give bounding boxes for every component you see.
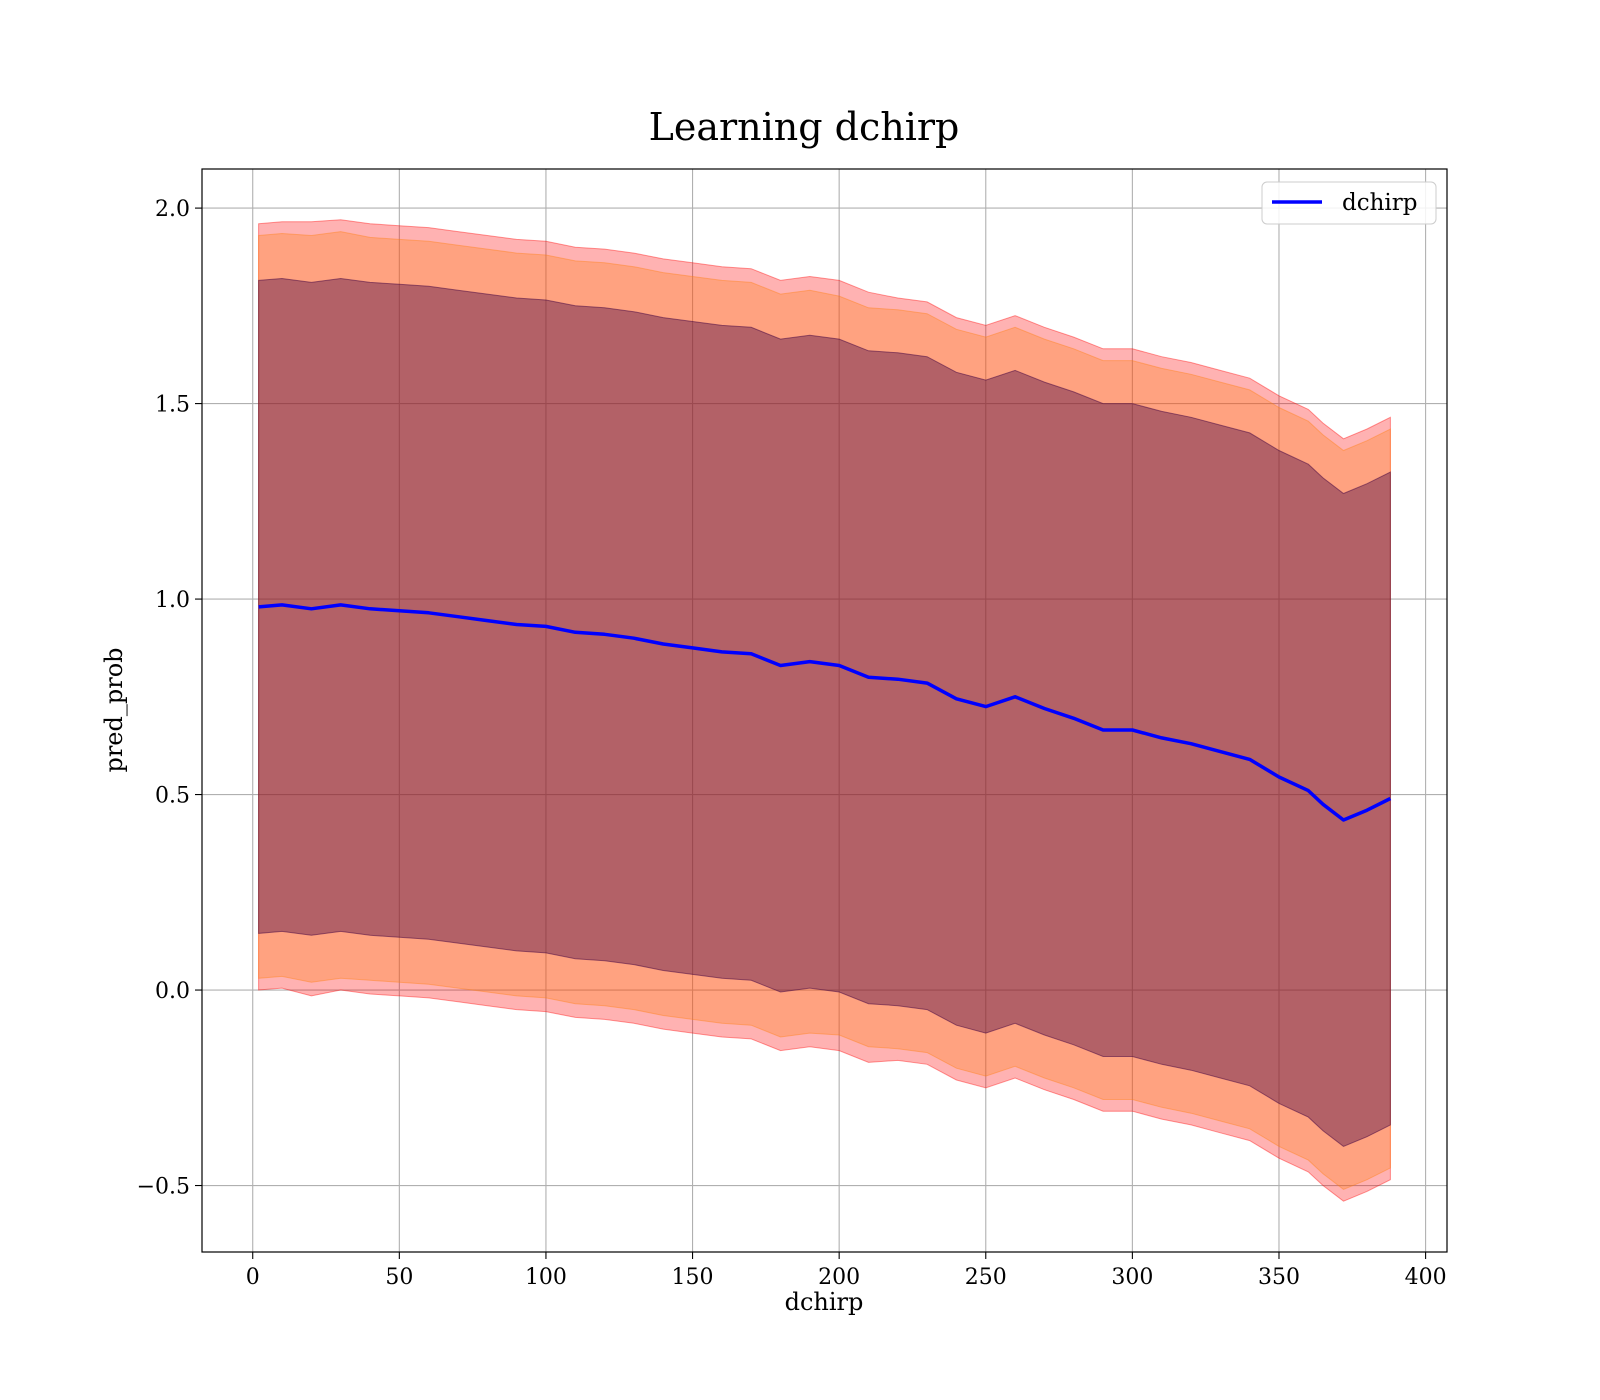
plot-frame: [201, 168, 1448, 1253]
x-axis-label: dchirp: [785, 1288, 864, 1316]
band-inner: [258, 277, 1391, 1147]
y-tick-label-4: 1.5: [155, 393, 190, 418]
plot-area: [201, 168, 1448, 1253]
chart-title: Learning dchirp: [649, 105, 960, 149]
x-tick-label-3: 150: [672, 1265, 714, 1290]
x-tick-label-5: 250: [965, 1265, 1007, 1290]
x-tick-label-7: 350: [1258, 1265, 1300, 1290]
uncertainty-bands: [258, 219, 1391, 1202]
y-axis: −0.5 0.0 0.5 1.0 1.5 2.0: [137, 197, 202, 1200]
legend-entry-dchirp: dchirp: [1342, 190, 1418, 216]
series-line-0: [258, 603, 1392, 822]
y-tick-label-0: −0.5: [137, 1175, 190, 1200]
series-lines: [258, 603, 1392, 822]
legend-box: [1261, 181, 1437, 225]
x-tick-label-2: 100: [525, 1265, 567, 1290]
legend: dchirp: [1261, 181, 1437, 225]
x-axis: 0 50 100 150 200 250 300 350 400: [246, 1252, 1447, 1290]
x-tick-label-6: 300: [1111, 1265, 1153, 1290]
x-tick-label-0: 0: [246, 1265, 260, 1290]
plot-background: [202, 169, 1447, 1252]
band-middle: [258, 231, 1391, 1190]
y-tick-label-3: 1.0: [155, 588, 190, 613]
band-outer: [258, 219, 1391, 1202]
x-tick-label-8: 400: [1405, 1265, 1447, 1290]
y-tick-label-2: 0.5: [155, 784, 190, 809]
y-tick-label-1: 0.0: [155, 979, 190, 1004]
x-tick-label-4: 200: [818, 1265, 860, 1290]
y-tick-label-5: 2.0: [155, 197, 190, 222]
y-axis-label: pred_prob: [100, 647, 128, 772]
x-tick-label-1: 50: [385, 1265, 413, 1290]
